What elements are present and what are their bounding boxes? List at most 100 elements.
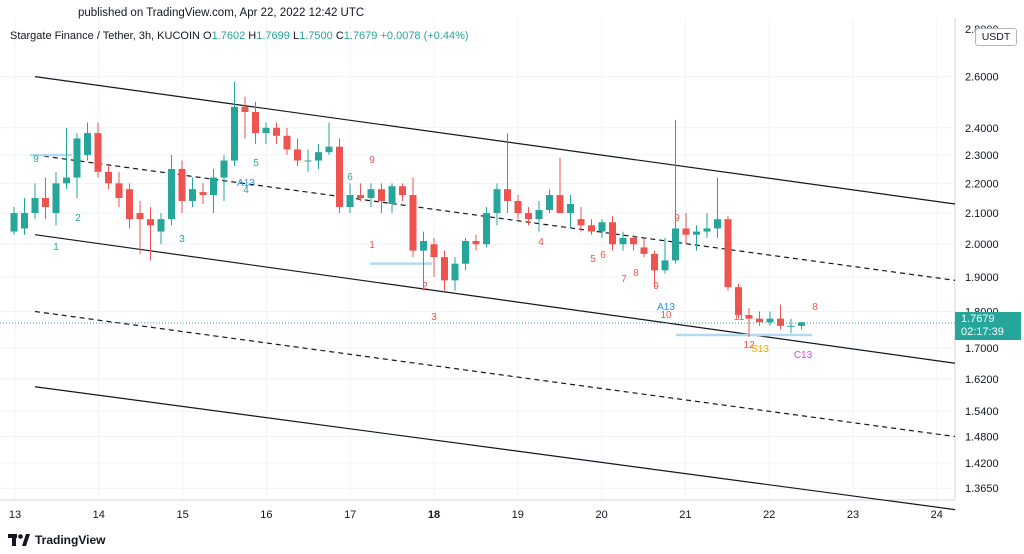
td-annotation: 5 <box>590 254 596 265</box>
candle-body <box>756 318 763 323</box>
candle-body <box>63 177 70 184</box>
candle-body <box>598 222 606 232</box>
candle-body <box>220 160 228 178</box>
y-tick-label: 2.0000 <box>965 239 999 251</box>
td-annotation: 8 <box>633 268 639 279</box>
x-tick-label: 18 <box>428 509 440 521</box>
close-value: 1.7679 <box>343 30 378 42</box>
candle-body <box>493 189 501 214</box>
candle-body <box>567 203 574 214</box>
x-tick-label: 14 <box>93 509 105 521</box>
candle-body <box>136 213 144 220</box>
low-value: 1.7500 <box>299 30 333 42</box>
td-annotation: 10 <box>660 310 672 321</box>
candle-body <box>735 287 742 316</box>
candle-body <box>609 222 616 245</box>
candle-body <box>325 146 333 153</box>
y-tick-label: 2.2000 <box>965 178 999 190</box>
candle-body <box>294 149 301 161</box>
candle-body <box>126 189 133 220</box>
tradingview-logo-text: TradingView <box>35 533 106 547</box>
high-value: 1.7699 <box>256 30 290 42</box>
td-annotation: A13 <box>657 302 675 313</box>
candle-body <box>798 322 805 326</box>
candle-body <box>693 231 700 235</box>
candle-body <box>630 237 637 245</box>
candle-body <box>672 228 679 261</box>
candle-body <box>651 253 658 271</box>
candle-body <box>777 318 784 326</box>
td-annotation: 9 <box>33 154 39 165</box>
td-annotation: 9 <box>369 155 375 166</box>
change-value: +0.0078 (+0.44%) <box>380 30 469 42</box>
candle-body <box>588 225 595 232</box>
candle-body <box>10 213 18 232</box>
candle-body <box>52 183 60 214</box>
td-annotation: 6 <box>600 250 606 261</box>
open-value: 1.7602 <box>211 30 246 42</box>
y-tick-label: 1.4200 <box>965 458 999 470</box>
y-tick-label: 2.1000 <box>965 208 999 220</box>
candle-body <box>210 177 217 196</box>
td-annotation: A13 <box>237 178 255 189</box>
candle-body <box>766 318 774 323</box>
candle-body <box>420 241 427 251</box>
x-tick-label: 13 <box>9 509 21 521</box>
td-annotation: 2 <box>75 213 81 224</box>
y-tick-label: 1.6200 <box>965 374 999 386</box>
candle-body <box>231 106 238 161</box>
candle-body <box>787 325 795 327</box>
y-tick-label: 2.3000 <box>965 150 999 162</box>
y-tick-label: 1.7000 <box>965 343 999 355</box>
candle-body <box>252 111 259 134</box>
candle-body <box>178 168 186 201</box>
channel-line-lower <box>34 234 956 364</box>
candle-body <box>283 135 291 150</box>
td-annotation: 11 <box>734 312 745 323</box>
candle-body <box>682 228 690 235</box>
candle-body <box>378 189 385 201</box>
last-price-tag: 1.7679 02:17:39 <box>955 312 1021 340</box>
last-price-value: 1.7679 <box>961 313 995 325</box>
td-annotation: 6 <box>347 172 353 183</box>
candle-body <box>168 168 175 220</box>
candle-body <box>514 200 522 214</box>
candle-body <box>21 213 28 229</box>
candle-body <box>430 244 438 258</box>
tradingview-logo[interactable]: TradingView <box>8 533 105 547</box>
x-tick-label: 15 <box>176 509 188 521</box>
x-tick-label: 19 <box>512 509 524 521</box>
td-annotation: 7 <box>621 274 627 285</box>
candle-body <box>105 171 112 184</box>
channel-line-bottom <box>34 386 956 511</box>
candle-body <box>157 219 165 232</box>
high-label: H <box>248 30 257 42</box>
candle-body <box>640 247 648 254</box>
candle-body <box>451 263 459 281</box>
currency-button[interactable]: USDT <box>975 28 1017 46</box>
bar-countdown: 02:17:39 <box>961 326 1004 338</box>
td-annotation: 9 <box>674 213 680 224</box>
x-tick-label: 17 <box>344 509 356 521</box>
candle-body <box>94 133 102 172</box>
y-tick-label: 1.5400 <box>965 406 999 418</box>
x-tick-label: 24 <box>931 509 943 521</box>
candle-body <box>619 237 627 245</box>
candle-body <box>577 219 585 226</box>
channel-line-lower_mid <box>34 310 956 438</box>
candle-body <box>661 260 669 271</box>
td-annotation: 4 <box>243 185 249 196</box>
y-tick-label: 2.6000 <box>965 72 999 84</box>
candle-body <box>73 138 81 178</box>
td-annotation: 2 <box>422 281 428 292</box>
candle-body <box>147 219 154 226</box>
td-annotation: 4 <box>538 237 544 248</box>
td-annotation: C13 <box>794 350 813 361</box>
y-tick-label: 2.4000 <box>965 123 999 135</box>
candle-body <box>462 241 469 264</box>
low-label: L <box>292 30 300 42</box>
channel-line-middle <box>34 154 956 281</box>
candle-body <box>535 210 543 220</box>
td-annotation: 1 <box>53 242 59 253</box>
